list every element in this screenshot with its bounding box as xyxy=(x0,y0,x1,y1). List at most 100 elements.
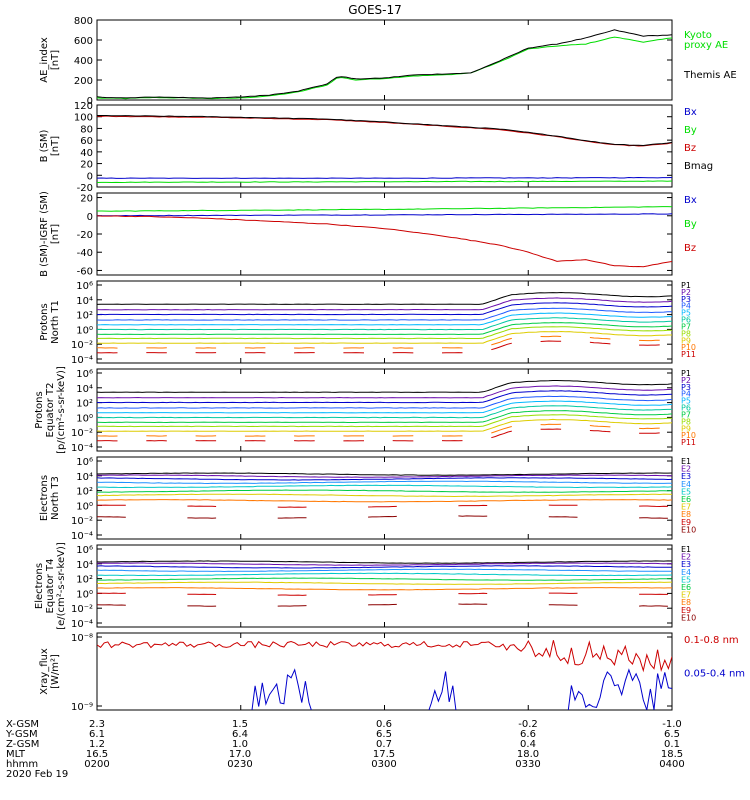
legend-entry: P9 xyxy=(681,424,691,433)
y-tick-label: 10⁻⁴ xyxy=(71,355,93,366)
series-segment xyxy=(368,603,397,606)
y-axis-label: [p/(cm²-s-sr-keV)] xyxy=(56,366,67,454)
series-segment xyxy=(491,342,512,351)
legend-entry: P2 xyxy=(681,376,691,385)
xray-long-line xyxy=(97,639,672,673)
legend-entry: Bx xyxy=(684,107,697,118)
y-axis-label: Equator T4 xyxy=(45,559,56,614)
series-line xyxy=(97,560,672,564)
series-line xyxy=(97,330,672,344)
y-tick-label: 10⁰ xyxy=(76,413,93,424)
legend-entry: P6 xyxy=(681,316,691,325)
legend-entry: E5 xyxy=(681,487,691,496)
x-row-value: 1.0 xyxy=(232,739,248,750)
series-segment xyxy=(187,505,217,507)
legend-entry: E1 xyxy=(681,545,691,554)
y-tick-label: 100 xyxy=(74,113,93,124)
legend-entry: E7 xyxy=(681,503,691,512)
series-line xyxy=(97,312,672,326)
series-line xyxy=(97,29,672,99)
y-axis-label: North T1 xyxy=(50,300,61,344)
series-line xyxy=(97,297,672,311)
legend-entry: P9 xyxy=(681,336,691,345)
series-line xyxy=(97,180,672,184)
x-row-value: 2.3 xyxy=(89,719,105,730)
legend-entry: P5 xyxy=(681,309,691,318)
y-tick-label: 10⁻⁴ xyxy=(71,619,93,630)
series-segment xyxy=(97,516,126,518)
series-segment xyxy=(368,515,397,518)
x-row-label: Y-GSM xyxy=(5,729,38,740)
legend-entry: E6 xyxy=(681,495,691,504)
x-row-value: 0.6 xyxy=(376,719,392,730)
series-line xyxy=(97,587,672,591)
legend-entry: E3 xyxy=(681,560,691,569)
y-axis-label: [W/m²] xyxy=(50,654,61,689)
series-line xyxy=(97,577,672,581)
y-tick-label: 20 xyxy=(80,194,93,205)
legend-entry: P6 xyxy=(681,404,691,413)
series-segment xyxy=(589,425,611,428)
y-tick-label: -20 xyxy=(77,183,93,194)
legend-entry: E3 xyxy=(681,472,691,481)
y-tick-label: 10⁻² xyxy=(71,604,93,615)
x-row-value: 17.0 xyxy=(229,749,251,760)
series-segment xyxy=(639,505,668,508)
series-group xyxy=(97,380,672,442)
series-line xyxy=(97,493,672,498)
series-segment xyxy=(97,604,126,606)
legend-entry: P8 xyxy=(681,329,691,338)
y-tick-label: 10² xyxy=(76,311,93,322)
date-label: 2020 Feb 19 xyxy=(6,769,68,780)
y-axis-label: B (SM)-IGRF (SM) xyxy=(39,191,50,277)
series-segment xyxy=(639,605,668,607)
y-axis-label: B (SM) xyxy=(39,129,50,162)
legend-entry: P11 xyxy=(681,350,696,359)
x-row-value: 1.5 xyxy=(232,719,248,730)
legend-entry: P1 xyxy=(681,281,691,290)
y-axis-label: [e/(cm²-s-sr-keV)] xyxy=(56,542,67,630)
series-line xyxy=(97,480,672,485)
x-row-value: 6.1 xyxy=(89,729,105,740)
legend-entry: E4 xyxy=(681,568,691,577)
y-tick-label: 10² xyxy=(76,575,93,586)
y-tick-label: 20 xyxy=(80,160,93,171)
y-tick-label: -20 xyxy=(77,230,93,241)
series-segment xyxy=(540,340,562,342)
series-line xyxy=(97,499,672,503)
y-axis-label: North T3 xyxy=(50,476,61,520)
panel-5: 10⁶ 10⁴ 10² 10⁰ 10⁻² 10⁻⁴ Protons Equator T2 [p/… xyxy=(34,366,696,454)
series-line xyxy=(97,477,672,481)
panel-3: 20 0 -20 -40 -60 B (SM)-IGRF (SM) [nT] Bx By Bz xyxy=(39,191,697,277)
series-line xyxy=(97,390,672,404)
y-tick-label: 10⁻² xyxy=(71,428,93,439)
series-segment xyxy=(491,430,512,439)
series-segment xyxy=(548,604,578,606)
x-row-value: 6.4 xyxy=(232,729,248,740)
series-line xyxy=(97,291,672,305)
x-row-value: 0200 xyxy=(84,759,109,770)
y-tick-label: 10² xyxy=(76,399,93,410)
x-row-value: 16.5 xyxy=(86,749,108,760)
y-tick-label: 10⁻⁴ xyxy=(71,443,93,454)
legend-entry: Bx xyxy=(684,195,697,206)
y-tick-label: 10⁰ xyxy=(76,325,93,336)
y-tick-label: 10⁶ xyxy=(76,281,93,292)
y-tick-label: 80 xyxy=(80,124,93,135)
panel-7: 10⁶ 10⁴ 10² 10⁰ 10⁻² 10⁻⁴ Electrons Equator T4[… xyxy=(34,542,696,630)
y-tick-label: 10⁰ xyxy=(76,501,93,512)
legend-entry: E1 xyxy=(681,457,691,466)
y-tick-label: 600 xyxy=(74,36,93,47)
series-line xyxy=(97,484,672,489)
series-line xyxy=(97,385,672,399)
x-row-label: MLT xyxy=(6,749,26,760)
series-segment xyxy=(540,423,562,426)
legend-entry: E2 xyxy=(681,465,691,474)
y-tick-label: -60 xyxy=(77,266,93,277)
y-tick-label: 10⁻⁸ xyxy=(71,633,93,644)
y-tick-label: 10⁴ xyxy=(76,296,93,307)
